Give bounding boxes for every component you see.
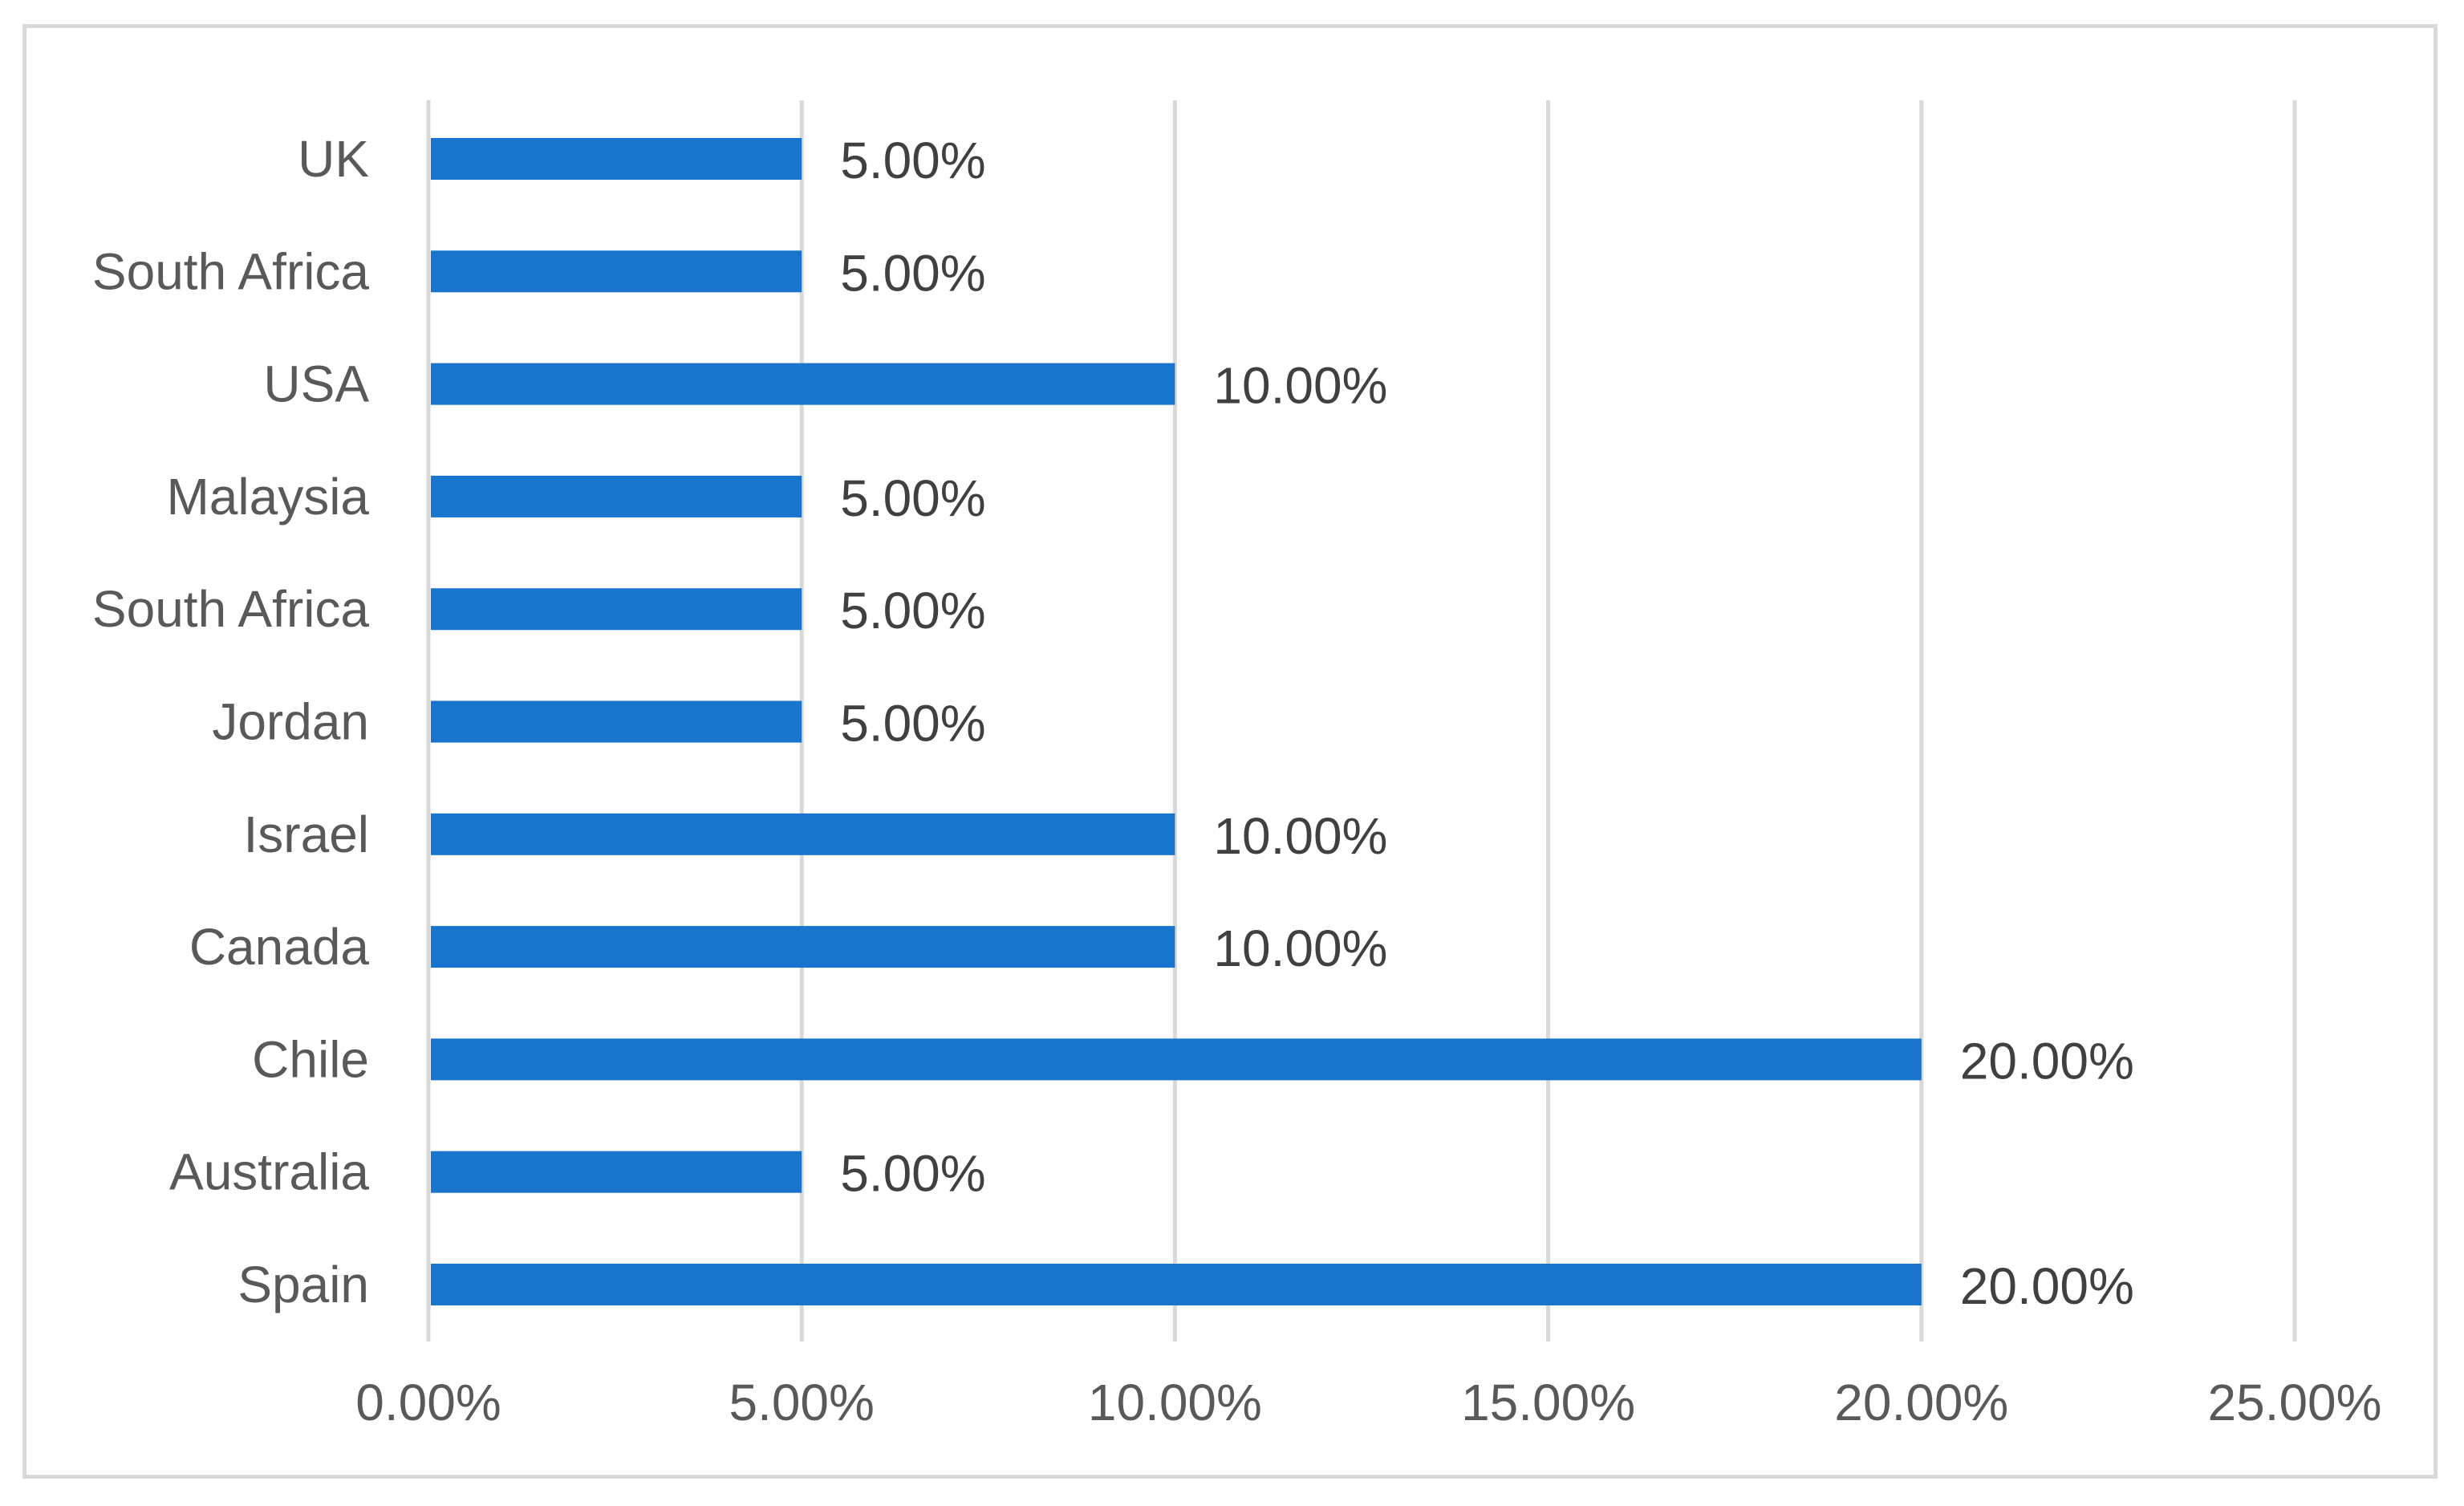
category-labels: UK South Africa USA Malaysia South Africa Jor… [92, 130, 370, 1313]
x-tick-label: 15.00% [1461, 1374, 1635, 1431]
category-label: South Africa [92, 242, 370, 300]
category-label: Malaysia [166, 468, 369, 526]
category-label: Spain [237, 1256, 369, 1313]
data-label: 5.00% [840, 582, 985, 639]
data-label: 5.00% [840, 1145, 985, 1203]
category-label: Chile [252, 1030, 369, 1088]
bar [431, 475, 802, 518]
x-axis-tick-labels: 0.00% 5.00% 10.00% 15.00% 20.00% 25.00% [355, 1374, 2381, 1431]
bar [431, 813, 1175, 855]
category-label: UK [298, 130, 369, 188]
x-tick-label: 5.00% [729, 1374, 874, 1431]
bar [431, 138, 802, 180]
data-label: 5.00% [840, 244, 985, 302]
bar [431, 588, 802, 631]
data-labels: 5.00% 5.00% 10.00% 5.00% 5.00% 5.00% 10.00% 10.… [840, 132, 2134, 1315]
category-label: South Africa [92, 580, 370, 638]
data-label: 5.00% [840, 132, 985, 189]
x-tick-label: 10.00% [1088, 1374, 1262, 1431]
data-label: 10.00% [1213, 807, 1387, 865]
category-label: Israel [244, 806, 370, 863]
category-label: Canada [189, 918, 370, 976]
data-label: 20.00% [1960, 1032, 2134, 1090]
x-tick-label: 20.00% [1834, 1374, 2008, 1431]
bar [431, 1151, 802, 1193]
bar [431, 363, 1175, 405]
bar [431, 926, 1175, 968]
bar [431, 250, 802, 293]
data-label: 20.00% [1960, 1257, 2134, 1315]
chart-frame [22, 24, 2438, 1479]
category-label: Jordan [212, 693, 369, 751]
data-label: 5.00% [840, 469, 985, 527]
gridlines [426, 100, 2297, 1342]
bar [431, 1264, 1922, 1305]
category-label: USA [263, 355, 369, 413]
bar [431, 1038, 1922, 1081]
data-label: 10.00% [1213, 357, 1387, 415]
data-label: 5.00% [840, 695, 985, 753]
x-tick-label: 25.00% [2207, 1374, 2381, 1431]
data-label: 10.00% [1213, 919, 1387, 977]
category-label: Australia [169, 1143, 369, 1201]
bars [431, 138, 1922, 1305]
x-tick-label: 0.00% [355, 1374, 501, 1431]
bar [431, 700, 802, 743]
